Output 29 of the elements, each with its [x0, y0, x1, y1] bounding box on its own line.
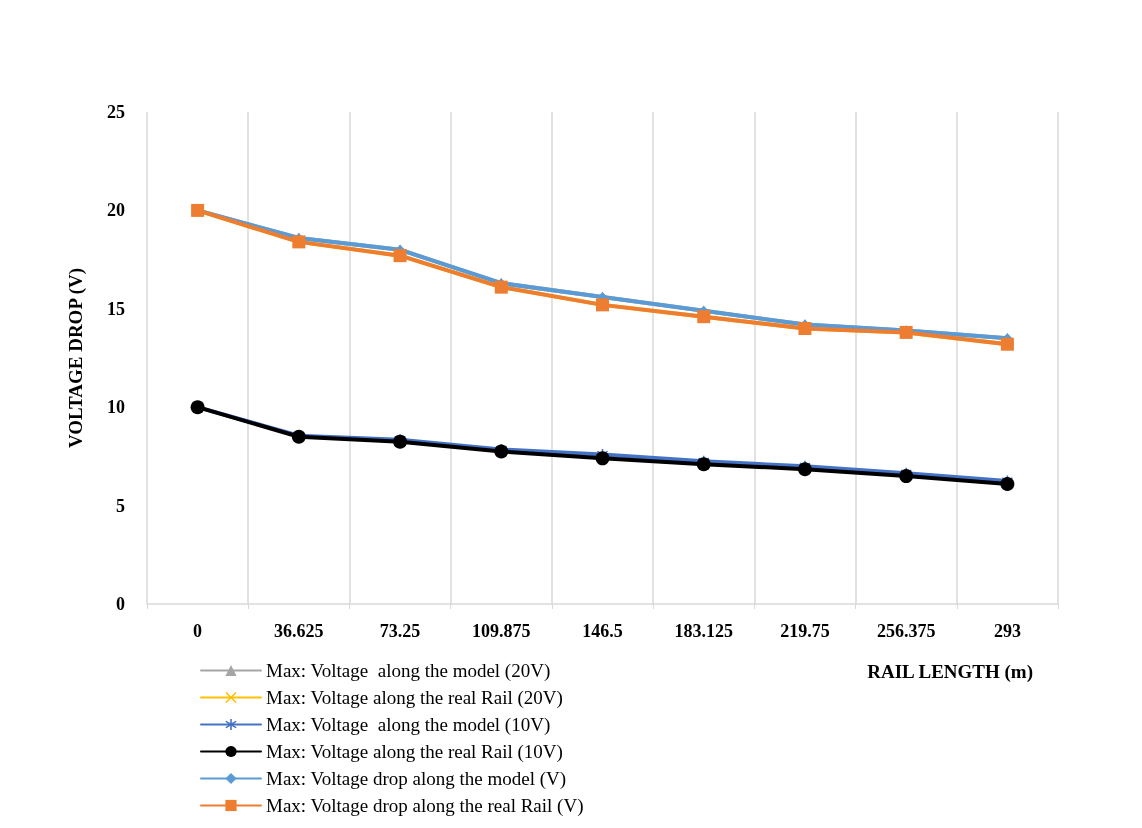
point	[494, 444, 509, 459]
legend-label: Max: Voltage along the real Rail (20V)	[266, 687, 563, 709]
x-tick-label: 0	[193, 621, 203, 641]
y-axis-title: VOLTAGE DROP (V)	[65, 267, 87, 449]
point	[899, 469, 914, 484]
y-tick-label: 15	[107, 298, 125, 319]
x-tick-label: 256.375	[876, 621, 936, 641]
x-tick-label: 36.625	[274, 621, 324, 641]
y-tick-label: 25	[107, 102, 125, 122]
legend-label: Max: Voltage drop along the real Rail (V)	[266, 795, 584, 817]
point	[797, 462, 812, 477]
y-tick-label: 0	[116, 594, 125, 614]
y-tick-label: 20	[107, 200, 125, 221]
point	[1000, 476, 1015, 491]
legend-label: Max: Voltage drop along the model (V)	[266, 768, 567, 790]
y-tick-label: 10	[107, 397, 125, 418]
x-tick-label: 219.75	[780, 621, 830, 641]
x-tick-label: 183.125	[674, 621, 733, 641]
x-tick-label: 293	[993, 621, 1021, 641]
x-tick-label: 109.875	[472, 621, 531, 641]
legend-label: Max: Voltage along the model (20V)	[266, 660, 551, 682]
x-tick-label: 73.25	[379, 621, 421, 641]
x-axis-title: RAIL LENGTH (m)	[867, 661, 1033, 683]
point	[696, 457, 711, 472]
point	[595, 451, 610, 466]
x-tick-label: 146.5	[582, 621, 623, 641]
legend-label: Max: Voltage along the real Rail (10V)	[266, 741, 563, 763]
legend-label: Max: Voltage along the model (10V)	[266, 714, 551, 736]
y-tick-label: 5	[116, 495, 125, 516]
